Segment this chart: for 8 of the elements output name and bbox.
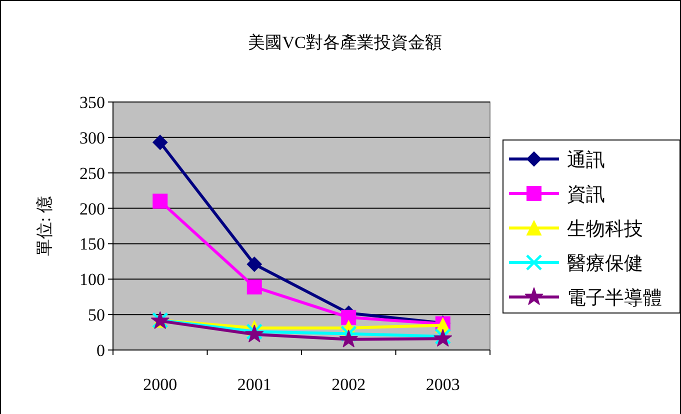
point [246,279,262,294]
point [152,194,168,209]
point [339,330,358,348]
point [341,310,356,325]
ylabel: 單位: 億 [35,196,54,256]
title: 美國VC對各產業投資金額 [248,33,442,52]
point [152,134,168,150]
point [246,256,262,272]
